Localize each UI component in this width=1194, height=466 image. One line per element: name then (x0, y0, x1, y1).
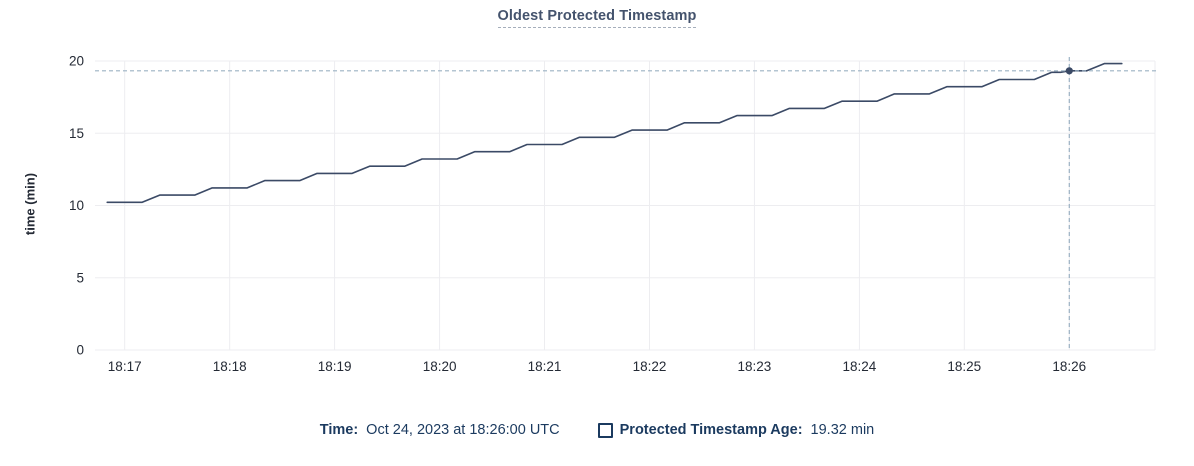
chart-title[interactable]: Oldest Protected Timestamp (497, 8, 697, 28)
legend-time-value: Oct 24, 2023 at 18:26:00 UTC (366, 422, 560, 438)
x-tick-label: 18:18 (213, 359, 247, 374)
series-line (106, 62, 1123, 204)
x-tick-label: 18:24 (843, 359, 877, 374)
x-tick-label: 18:26 (1052, 359, 1086, 374)
legend-series-toggle[interactable]: Protected Timestamp Age: 19.32 min (597, 422, 875, 438)
series-checkbox[interactable] (597, 422, 613, 438)
legend-series-value: 19.32 min (810, 422, 875, 438)
legend-series-label: Protected Timestamp Age: (619, 422, 803, 438)
legend-time-label: Time: (319, 422, 359, 438)
x-tick-label: 18:22 (633, 359, 667, 374)
y-tick-label: 0 (76, 343, 84, 358)
chart-title-row: Oldest Protected Timestamp (0, 7, 1194, 28)
x-tick-label: 18:20 (423, 359, 457, 374)
x-tick-label: 18:17 (108, 359, 142, 374)
chart-legend: Time: Oct 24, 2023 at 18:26:00 UTC Prote… (0, 422, 1194, 438)
y-tick-label: 5 (76, 270, 84, 285)
line-chart[interactable]: 0 5 10 15 20 18:17 18:18 18:19 18:20 18:21 18:22 18… (0, 0, 1194, 400)
y-tick-label: 20 (69, 54, 84, 69)
x-tick-label: 18:21 (528, 359, 562, 374)
hover-data-point[interactable] (1065, 67, 1073, 75)
y-tick-label: 15 (69, 126, 84, 141)
x-tick-label: 18:19 (318, 359, 352, 374)
x-tick-label: 18:23 (738, 359, 772, 374)
x-tick-label: 18:25 (947, 359, 981, 374)
y-tick-label: 10 (69, 198, 84, 213)
